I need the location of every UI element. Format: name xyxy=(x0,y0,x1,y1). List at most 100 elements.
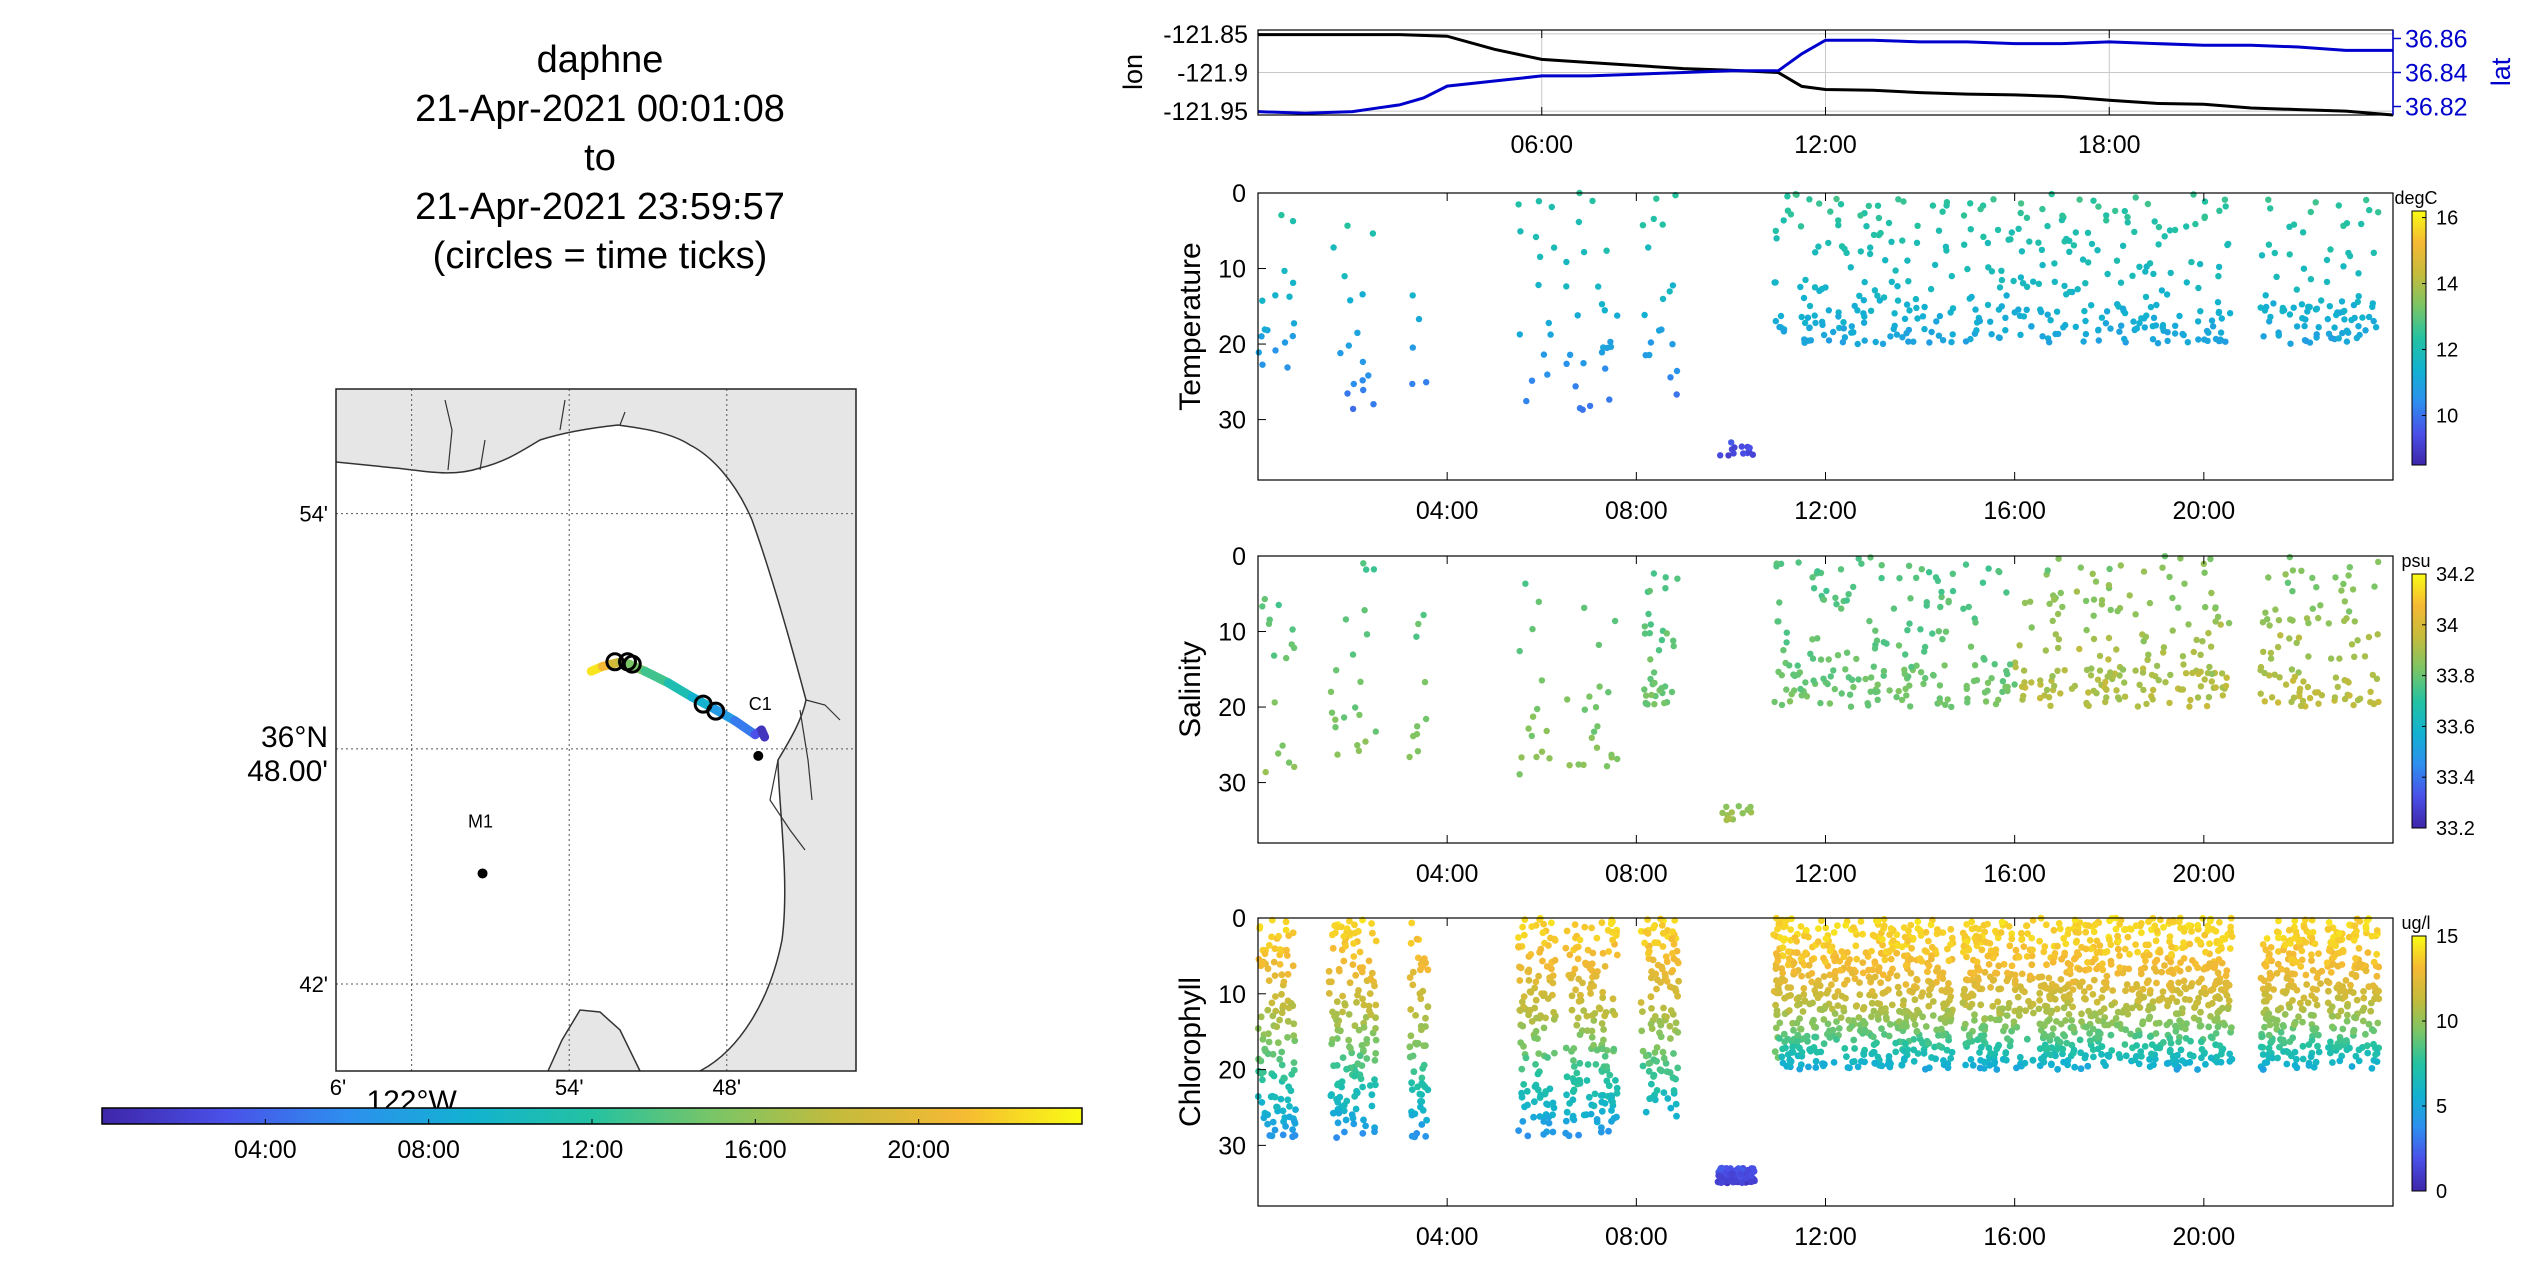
chlorophyll-point xyxy=(1994,934,2002,942)
salinity-point xyxy=(2042,647,2049,654)
chlorophyll-point xyxy=(1550,1008,1557,1016)
chlorophyll-point xyxy=(1329,944,1337,952)
colorbar-tick-label: 14 xyxy=(2436,274,2458,296)
chlorophyll-point xyxy=(1787,984,1795,991)
salinity-point xyxy=(2087,672,2095,679)
chlorophyll-point xyxy=(2314,1042,2321,1050)
chlorophyll-point xyxy=(1879,971,1887,979)
chlorophyll-point xyxy=(1366,990,1374,997)
salinity-point xyxy=(2205,629,2212,637)
chlorophyll-point xyxy=(1360,1116,1367,1124)
temperature-point xyxy=(2095,326,2102,333)
chlorophyll-point xyxy=(1663,958,1671,966)
salinity-point xyxy=(2205,694,2213,701)
chlorophyll-point xyxy=(1283,946,1290,954)
chlorophyll-point xyxy=(1833,1018,1840,1025)
salinity-point xyxy=(2207,555,2214,563)
chlorophyll-point xyxy=(1362,1122,1369,1130)
salinity-point xyxy=(1913,574,1920,581)
chlorophyll-point xyxy=(1887,969,1894,977)
temperature-point xyxy=(1601,307,1609,314)
chlorophyll-point xyxy=(1543,1100,1550,1108)
chlorophyll-point xyxy=(1859,969,1867,977)
chlorophyll-point xyxy=(2196,1023,2204,1030)
chlorophyll-point xyxy=(1981,968,1989,976)
salinity-axis-label: Salinity xyxy=(1174,641,1207,738)
temperature-point xyxy=(1773,235,1780,242)
chlorophyll-point xyxy=(1281,1075,1288,1082)
temperature-point xyxy=(2151,218,2158,225)
chlorophyll-point xyxy=(2317,980,2324,987)
chlorophyll-point xyxy=(2267,973,2274,981)
salinity-point xyxy=(1906,620,1913,627)
chlorophyll-point xyxy=(1537,1091,1544,1099)
chlorophyll-point xyxy=(1531,984,1539,992)
salinity-point xyxy=(1641,623,1649,630)
chlorophyll-point xyxy=(1907,955,1915,963)
temperature-point xyxy=(1787,211,1795,218)
chlorophyll-point xyxy=(2308,957,2315,964)
chlorophyll-point xyxy=(1365,1002,1373,1010)
temperature-point xyxy=(1536,253,1544,260)
chlorophyll-point xyxy=(2140,993,2148,1001)
temperature-point xyxy=(2201,336,2208,343)
temperature-point xyxy=(1717,452,1724,459)
chlorophyll-point xyxy=(2291,917,2299,925)
chlorophyll-point xyxy=(1985,1044,1993,1052)
salinity-point xyxy=(2282,571,2289,578)
chlorophyll-point xyxy=(2166,933,2174,940)
chlorophyll-point xyxy=(1587,1110,1595,1118)
chlorophyll-point xyxy=(2152,937,2160,945)
chlorophyll-point xyxy=(1642,928,1649,935)
chlorophyll-point xyxy=(1418,1079,1426,1087)
temperature-point xyxy=(2019,280,2027,287)
chlorophyll-point xyxy=(1892,1039,1900,1047)
chlorophyll-point xyxy=(1851,1045,1858,1052)
salinity-point xyxy=(1855,555,1862,562)
chlorophyll-point xyxy=(2108,1001,2116,1009)
chlorophyll-point xyxy=(1929,1012,1937,1019)
temperature-point xyxy=(1820,331,1828,339)
temperature-point xyxy=(2358,220,2365,228)
salinity-point xyxy=(2088,665,2095,672)
chlorophyll-point xyxy=(2283,974,2291,982)
chlorophyll-point xyxy=(2042,921,2050,929)
chlorophyll-point xyxy=(1369,929,1376,937)
temperature-point xyxy=(1900,198,1907,205)
chlorophyll-point xyxy=(2069,986,2077,993)
salinity-point xyxy=(1981,656,1988,663)
salinity-point xyxy=(2197,668,2204,675)
salinity-point xyxy=(1605,689,1612,696)
salinity-point xyxy=(2298,567,2305,574)
y-tick-label: 20 xyxy=(1218,694,1246,722)
chlorophyll-point xyxy=(2268,957,2276,965)
chlorophyll-point xyxy=(1787,992,1794,999)
chlorophyll-point xyxy=(2049,1025,2057,1032)
salinity-point xyxy=(2371,583,2378,590)
salinity-point xyxy=(1262,768,1269,776)
chlorophyll-point xyxy=(1772,1001,1779,1009)
chlorophyll-point xyxy=(1533,1014,1540,1022)
temperature-point xyxy=(2008,229,2016,236)
salinity-point xyxy=(1529,625,1536,633)
chlorophyll-point xyxy=(1987,1049,1994,1057)
chlorophyll-point xyxy=(1647,993,1655,1001)
salinity-point xyxy=(2054,644,2062,652)
chlorophyll-point xyxy=(2015,1007,2023,1014)
chlorophyll-point xyxy=(1336,1093,1344,1101)
colorbar-tick-label: 0 xyxy=(2436,1181,2447,1203)
chlorophyll-point xyxy=(1325,990,1333,997)
chlorophyll-point xyxy=(1860,1050,1867,1057)
colorbar-tick-label: 33.4 xyxy=(2436,767,2475,789)
temperature-point xyxy=(1806,302,1814,310)
salinity-point xyxy=(1661,699,1668,707)
salinity-point xyxy=(1883,640,1890,647)
chlorophyll-point xyxy=(1893,949,1901,957)
temperature-point xyxy=(1936,312,1944,320)
chlorophyll-point xyxy=(2353,927,2360,935)
chlorophyll-point xyxy=(2048,1031,2056,1039)
chlorophyll-point xyxy=(1650,1071,1658,1079)
salinity-point xyxy=(1920,680,1927,687)
temperature-point xyxy=(2171,226,2179,234)
